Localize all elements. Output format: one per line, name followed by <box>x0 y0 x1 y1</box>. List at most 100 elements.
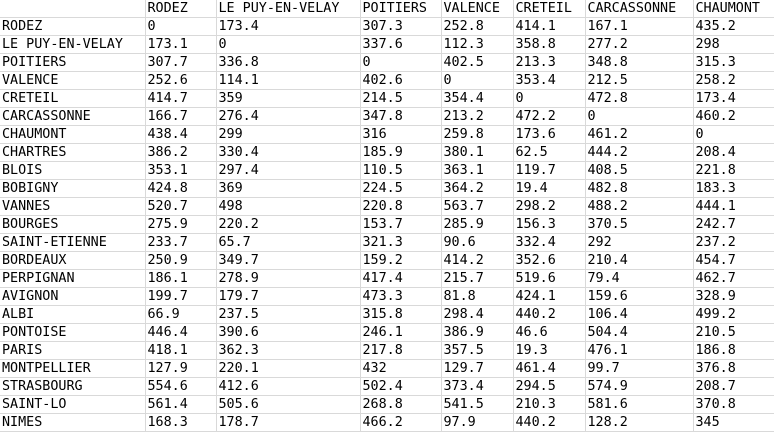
data-cell[interactable]: 285.9 <box>441 215 514 234</box>
row-header-cell[interactable]: BLOIS <box>0 161 146 180</box>
row-header-cell[interactable]: RODEZ <box>0 17 146 36</box>
data-cell[interactable]: 233.7 <box>145 233 217 252</box>
data-cell[interactable]: 168.3 <box>145 413 217 432</box>
data-cell[interactable]: 186.8 <box>693 341 774 360</box>
data-cell[interactable]: 252.8 <box>441 17 514 36</box>
data-cell[interactable]: 574.9 <box>585 377 694 396</box>
data-cell[interactable]: 259.8 <box>441 125 514 144</box>
column-header-cell[interactable]: VALENCE <box>441 0 514 18</box>
row-header-cell[interactable]: MONTPELLIER <box>0 359 146 378</box>
data-cell[interactable]: 179.7 <box>216 287 361 306</box>
data-cell[interactable]: 359 <box>216 89 361 108</box>
data-cell[interactable]: 237.2 <box>693 233 774 252</box>
data-cell[interactable]: 114.1 <box>216 71 361 90</box>
data-cell[interactable]: 440.2 <box>513 413 586 432</box>
data-cell[interactable]: 488.2 <box>585 197 694 216</box>
data-cell[interactable]: 185.9 <box>360 143 442 162</box>
row-header-cell[interactable]: ALBI <box>0 305 146 324</box>
data-cell[interactable]: 472.2 <box>513 107 586 126</box>
data-cell[interactable]: 472.8 <box>585 89 694 108</box>
data-cell[interactable]: 178.7 <box>216 413 361 432</box>
data-cell[interactable]: 357.5 <box>441 341 514 360</box>
column-header-cell[interactable]: RODEZ <box>145 0 217 18</box>
data-cell[interactable]: 446.4 <box>145 323 217 342</box>
data-cell[interactable]: 376.8 <box>693 359 774 378</box>
data-cell[interactable]: 212.5 <box>585 71 694 90</box>
data-cell[interactable]: 277.2 <box>585 35 694 54</box>
data-cell[interactable]: 364.2 <box>441 179 514 198</box>
data-cell[interactable]: 166.7 <box>145 107 217 126</box>
data-cell[interactable]: 159.2 <box>360 251 442 270</box>
data-cell[interactable]: 62.5 <box>513 143 586 162</box>
data-cell[interactable]: 97.9 <box>441 413 514 432</box>
row-header-cell[interactable]: BORDEAUX <box>0 251 146 270</box>
corner-cell[interactable] <box>0 0 146 18</box>
data-cell[interactable]: 440.2 <box>513 305 586 324</box>
data-cell[interactable]: 276.4 <box>216 107 361 126</box>
data-cell[interactable]: 208.4 <box>693 143 774 162</box>
data-cell[interactable]: 307.3 <box>360 17 442 36</box>
data-cell[interactable]: 402.6 <box>360 71 442 90</box>
data-cell[interactable]: 127.9 <box>145 359 217 378</box>
data-cell[interactable]: 298.4 <box>441 305 514 324</box>
data-cell[interactable]: 541.5 <box>441 395 514 414</box>
data-cell[interactable]: 444.2 <box>585 143 694 162</box>
data-cell[interactable]: 237.5 <box>216 305 361 324</box>
data-cell[interactable]: 353.1 <box>145 161 217 180</box>
data-cell[interactable]: 294.5 <box>513 377 586 396</box>
data-cell[interactable]: 386.9 <box>441 323 514 342</box>
data-cell[interactable]: 167.1 <box>585 17 694 36</box>
data-cell[interactable]: 454.7 <box>693 251 774 270</box>
data-cell[interactable]: 315.3 <box>693 53 774 72</box>
column-header-cell[interactable]: LE PUY-EN-VELAY <box>216 0 361 18</box>
data-cell[interactable]: 183.3 <box>693 179 774 198</box>
row-header-cell[interactable]: CHAUMONT <box>0 125 146 144</box>
data-cell[interactable]: 128.2 <box>585 413 694 432</box>
data-cell[interactable]: 380.1 <box>441 143 514 162</box>
data-cell[interactable]: 210.4 <box>585 251 694 270</box>
column-header-cell[interactable]: POITIERS <box>360 0 442 18</box>
data-cell[interactable]: 173.6 <box>513 125 586 144</box>
data-cell[interactable]: 520.7 <box>145 197 217 216</box>
data-cell[interactable]: 438.4 <box>145 125 217 144</box>
data-cell[interactable]: 476.1 <box>585 341 694 360</box>
data-cell[interactable]: 315.8 <box>360 305 442 324</box>
row-header-cell[interactable]: BOBIGNY <box>0 179 146 198</box>
row-header-cell[interactable]: PERPIGNAN <box>0 269 146 288</box>
row-header-cell[interactable]: VALENCE <box>0 71 146 90</box>
row-header-cell[interactable]: SAINT-ETIENNE <box>0 233 146 252</box>
data-cell[interactable]: 299 <box>216 125 361 144</box>
row-header-cell[interactable]: CHARTRES <box>0 143 146 162</box>
data-cell[interactable]: 332.4 <box>513 233 586 252</box>
data-cell[interactable]: 220.8 <box>360 197 442 216</box>
data-cell[interactable]: 435.2 <box>693 17 774 36</box>
data-cell[interactable]: 199.7 <box>145 287 217 306</box>
data-cell[interactable]: 563.7 <box>441 197 514 216</box>
data-cell[interactable]: 156.3 <box>513 215 586 234</box>
data-cell[interactable]: 173.1 <box>145 35 217 54</box>
data-cell[interactable]: 129.7 <box>441 359 514 378</box>
data-cell[interactable]: 307.7 <box>145 53 217 72</box>
data-cell[interactable]: 316 <box>360 125 442 144</box>
data-cell[interactable]: 46.6 <box>513 323 586 342</box>
data-cell[interactable]: 328.9 <box>693 287 774 306</box>
data-cell[interactable]: 414.7 <box>145 89 217 108</box>
data-cell[interactable]: 581.6 <box>585 395 694 414</box>
data-cell[interactable]: 213.2 <box>441 107 514 126</box>
data-cell[interactable]: 473.3 <box>360 287 442 306</box>
data-cell[interactable]: 278.9 <box>216 269 361 288</box>
data-cell[interactable]: 424.1 <box>513 287 586 306</box>
data-cell[interactable]: 370.5 <box>585 215 694 234</box>
data-cell[interactable]: 0 <box>441 71 514 90</box>
data-cell[interactable]: 373.4 <box>441 377 514 396</box>
data-cell[interactable]: 402.5 <box>441 53 514 72</box>
data-cell[interactable]: 460.2 <box>693 107 774 126</box>
data-cell[interactable]: 354.4 <box>441 89 514 108</box>
data-cell[interactable]: 0 <box>216 35 361 54</box>
data-cell[interactable]: 275.9 <box>145 215 217 234</box>
data-cell[interactable]: 502.4 <box>360 377 442 396</box>
data-cell[interactable]: 106.4 <box>585 305 694 324</box>
data-cell[interactable]: 561.4 <box>145 395 217 414</box>
data-cell[interactable]: 482.8 <box>585 179 694 198</box>
data-cell[interactable]: 363.1 <box>441 161 514 180</box>
